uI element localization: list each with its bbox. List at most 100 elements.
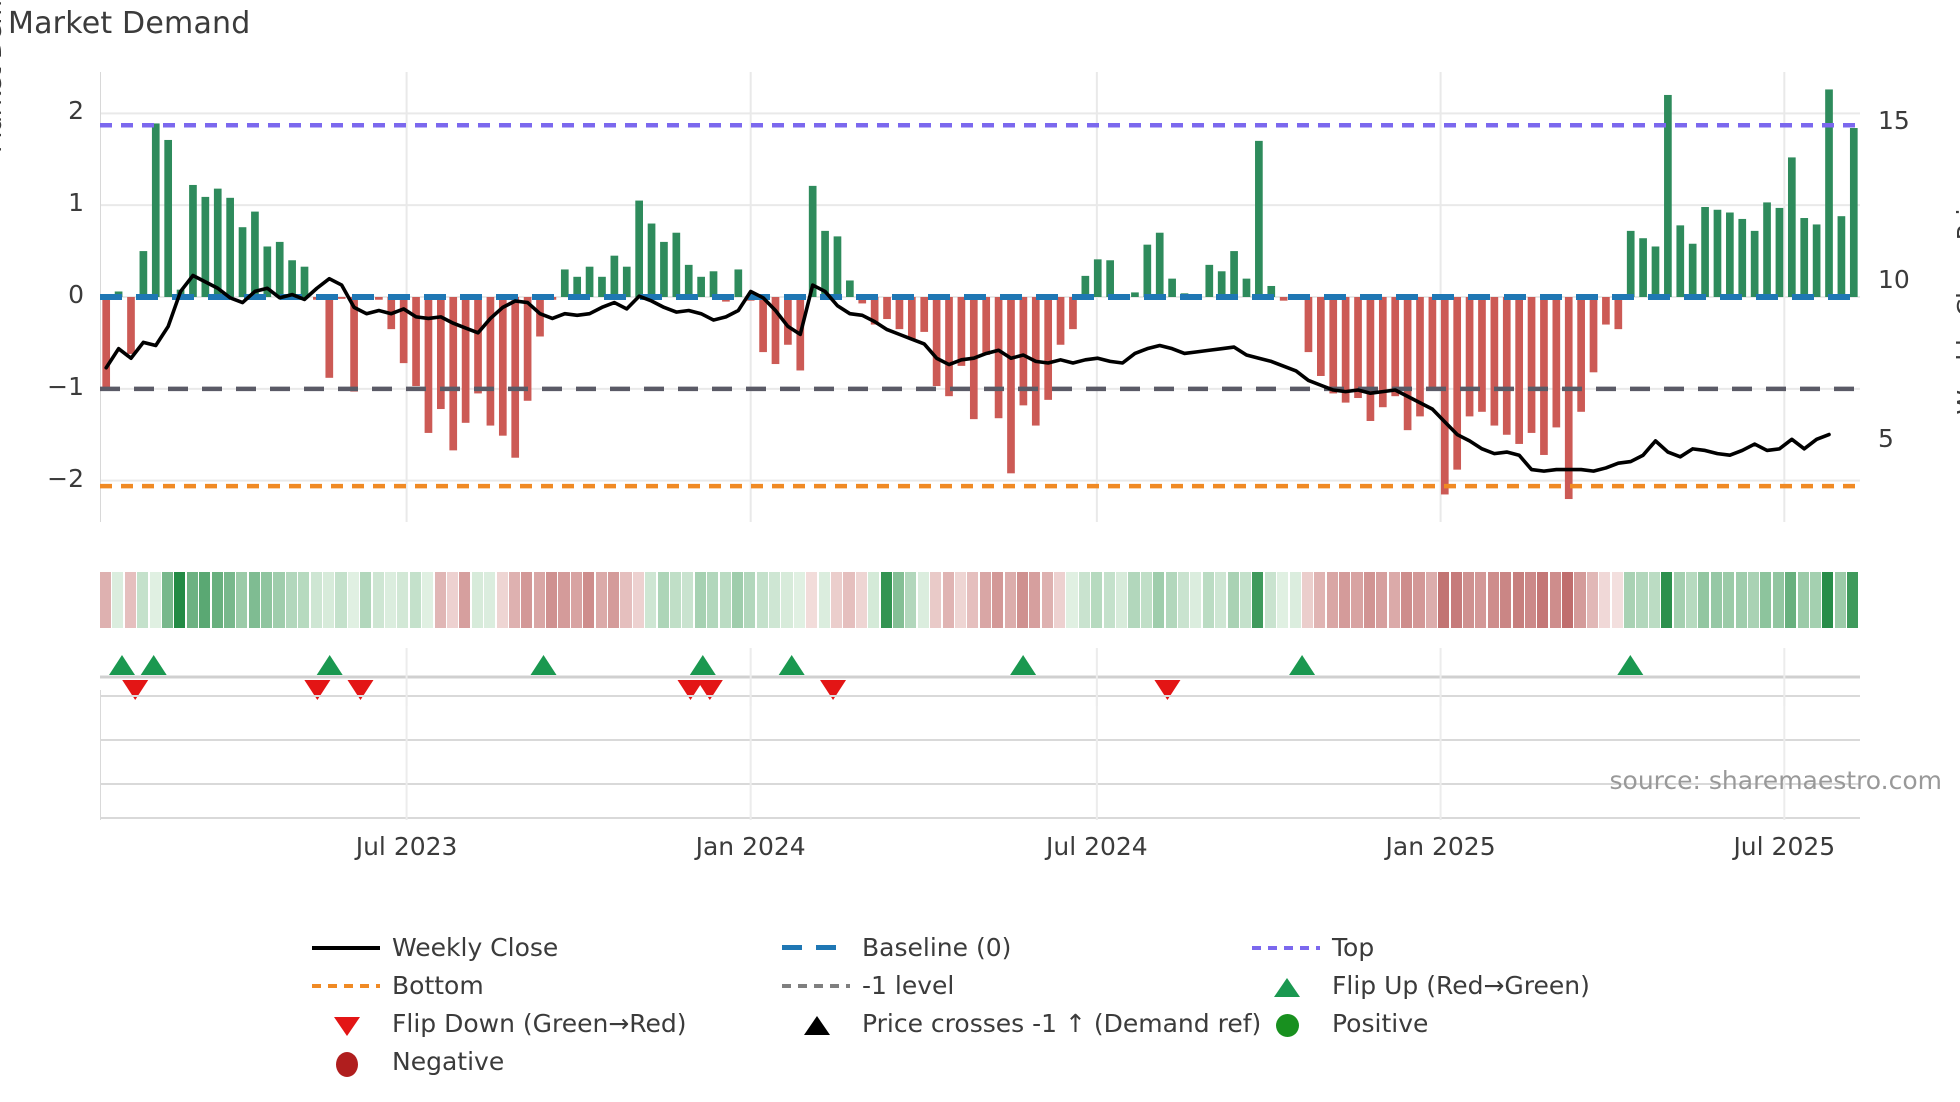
legend-label: Negative bbox=[392, 1046, 505, 1076]
left-axis-tick-label: 2 bbox=[68, 96, 84, 126]
strip-cell bbox=[1475, 572, 1487, 628]
legend-item-flip-up: Flip Up (Red→Green) bbox=[1240, 966, 1710, 1004]
strip-cell bbox=[1512, 572, 1524, 628]
strip-cell bbox=[1747, 572, 1760, 628]
flip-down-marker bbox=[820, 680, 847, 700]
flip-down-marker bbox=[304, 680, 331, 700]
strip-cell bbox=[1128, 572, 1140, 628]
legend-item-bottom: Bottom bbox=[300, 966, 770, 1004]
strip-cell bbox=[992, 572, 1004, 628]
strip-cell bbox=[880, 572, 892, 628]
strip-cell bbox=[1809, 572, 1821, 628]
strip-cell bbox=[979, 572, 991, 628]
strip-cell bbox=[186, 572, 198, 628]
legend-label: -1 level bbox=[862, 970, 955, 1000]
flip-up-marker bbox=[316, 655, 343, 675]
flip-down-marker bbox=[696, 680, 723, 700]
strip-cell bbox=[719, 572, 731, 628]
flip-up-marker bbox=[1289, 655, 1316, 675]
strip-cell bbox=[1772, 572, 1784, 628]
flip-down-marker bbox=[1154, 680, 1181, 700]
legend-item-positive: Positive bbox=[1240, 1004, 1710, 1042]
left-axis-tick-label: 0 bbox=[68, 280, 84, 309]
weekly-close-line-icon bbox=[300, 932, 392, 962]
demand-intensity-strip bbox=[100, 572, 1860, 628]
left-axis-tick-label: 1 bbox=[68, 188, 84, 218]
strip-cell bbox=[546, 572, 558, 628]
strip-cell bbox=[161, 572, 174, 628]
strip-cell bbox=[1537, 572, 1549, 628]
strip-cell bbox=[1029, 572, 1041, 628]
strip-cell bbox=[620, 572, 632, 628]
x-axis-tick-label: Jul 2024 bbox=[1045, 832, 1148, 861]
strip-cell bbox=[1574, 572, 1586, 628]
strip-cell bbox=[323, 572, 335, 628]
strip-cell bbox=[1599, 572, 1611, 628]
strip-cell bbox=[1760, 572, 1772, 628]
strip-cell bbox=[1834, 572, 1846, 628]
legend-label: Baseline (0) bbox=[862, 932, 1012, 962]
legend-item-baseline: Baseline (0) bbox=[770, 928, 1240, 966]
strip-cell bbox=[1562, 572, 1574, 628]
legend-label: Positive bbox=[1332, 1008, 1429, 1038]
strip-cell bbox=[174, 572, 186, 628]
strip-cell bbox=[657, 572, 669, 628]
strip-cell bbox=[756, 572, 768, 628]
strip-cell bbox=[223, 572, 235, 628]
strip-cell bbox=[459, 572, 471, 628]
strip-cell bbox=[484, 572, 496, 628]
strip-cell bbox=[744, 572, 756, 628]
triangle-up-green-icon bbox=[1240, 970, 1332, 1000]
strip-cell bbox=[446, 572, 459, 628]
strip-cell bbox=[806, 572, 818, 628]
strip-cell bbox=[1177, 572, 1190, 628]
strip-cell bbox=[149, 572, 161, 628]
strip-cell bbox=[1289, 572, 1301, 628]
strip-cell bbox=[1252, 572, 1264, 628]
right-axis-title: Weekly Close Price bbox=[1952, 179, 1960, 415]
strip-cell bbox=[335, 572, 347, 628]
strip-cell bbox=[508, 572, 520, 628]
strip-cell bbox=[769, 572, 781, 628]
strip-cell bbox=[1388, 572, 1400, 628]
strip-cell bbox=[707, 572, 719, 628]
strip-cell bbox=[1785, 572, 1797, 628]
strip-cell bbox=[248, 572, 260, 628]
strip-cell bbox=[595, 572, 607, 628]
strip-cell bbox=[1140, 572, 1152, 628]
strip-cell bbox=[905, 572, 917, 628]
strip-cell bbox=[261, 572, 273, 628]
strip-cell bbox=[1165, 572, 1177, 628]
circle-red-icon bbox=[300, 1046, 392, 1077]
right-axis-tick-label: 10 bbox=[1878, 264, 1910, 294]
strip-cell bbox=[1016, 572, 1028, 628]
strip-cell bbox=[409, 572, 421, 628]
strip-cell bbox=[533, 572, 545, 628]
strip-cell bbox=[1611, 572, 1623, 628]
flip-up-marker bbox=[1617, 655, 1644, 675]
legend-item-price-crosses: Price crosses -1 ↑ (Demand ref) bbox=[770, 1004, 1261, 1042]
strip-cell bbox=[893, 572, 905, 628]
flip-up-marker bbox=[530, 655, 557, 675]
strip-cell bbox=[1215, 572, 1227, 628]
strip-cell bbox=[1500, 572, 1512, 628]
strip-cell bbox=[310, 572, 322, 628]
minus-one-line-icon bbox=[770, 970, 862, 1000]
baseline-line-icon bbox=[770, 932, 862, 962]
strip-cell bbox=[1698, 572, 1710, 628]
strip-cell bbox=[347, 572, 359, 628]
strip-cell bbox=[558, 572, 570, 628]
strip-cell bbox=[1277, 572, 1289, 628]
left-axis-tick-label: −2 bbox=[47, 463, 84, 493]
legend-label: Flip Up (Red→Green) bbox=[1332, 970, 1590, 1000]
x-axis-tick-label: Jan 2024 bbox=[695, 832, 806, 861]
strip-cell bbox=[496, 572, 508, 628]
strip-cell bbox=[1797, 572, 1809, 628]
flip-up-marker bbox=[109, 655, 135, 675]
strip-cell bbox=[1686, 572, 1698, 628]
x-axis-tick-label: Jul 2023 bbox=[355, 832, 458, 861]
flip-down-marker bbox=[677, 680, 704, 700]
strip-cell bbox=[694, 572, 706, 628]
strip-cell bbox=[384, 572, 397, 628]
strip-cell bbox=[793, 572, 805, 628]
